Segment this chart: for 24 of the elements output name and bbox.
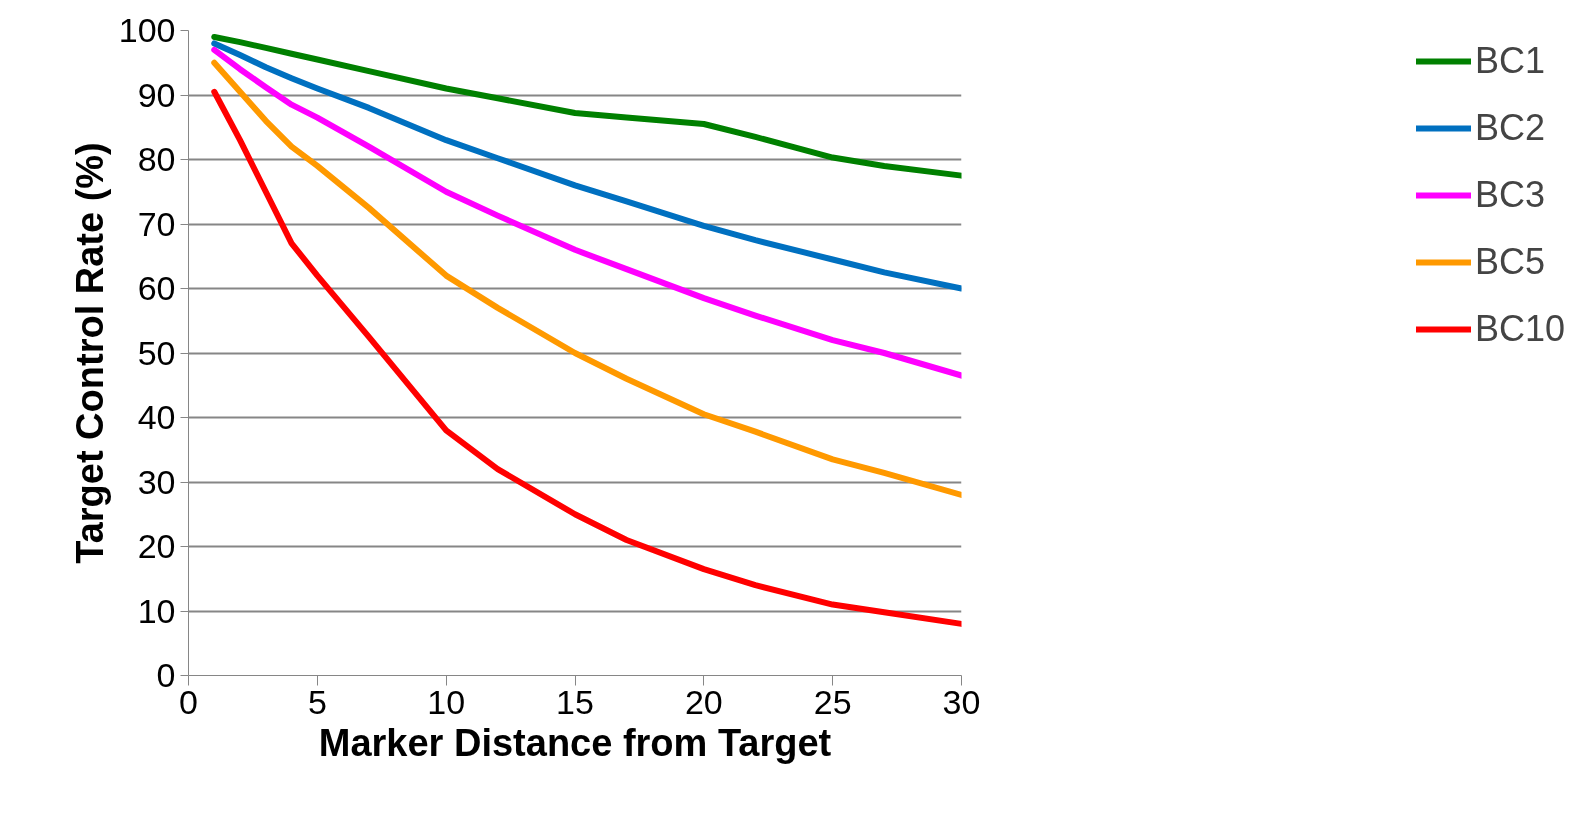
y-tick-label: 90: [137, 75, 176, 114]
x-tick-label: 10: [427, 682, 466, 721]
x-axis-title: Marker Distance from Target: [318, 721, 832, 764]
x-tick-label: 20: [684, 682, 723, 721]
y-tick-label: 50: [137, 333, 176, 372]
x-tick-label: 30: [942, 682, 981, 721]
y-tick-label: 30: [137, 462, 176, 501]
legend-label: BC1: [1474, 40, 1545, 82]
legend-label: BC5: [1474, 241, 1545, 283]
y-tick-label: 70: [137, 204, 176, 243]
y-tick-label: 60: [137, 269, 176, 307]
x-tick-label: 15: [556, 682, 594, 721]
y-tick-label: 40: [137, 398, 176, 436]
y-tick-label: 10: [137, 591, 176, 630]
legend-label: BC3: [1474, 174, 1545, 216]
y-tick-label: 20: [137, 527, 176, 565]
legend-label: BC10: [1474, 308, 1565, 350]
x-tick-label: 25: [813, 682, 852, 721]
y-tick-label: 0: [156, 656, 176, 694]
x-tick-label: 5: [307, 682, 327, 721]
y-tick-label: 80: [137, 140, 176, 178]
y-tick-label: 100: [118, 11, 176, 49]
legend-label: BC2: [1474, 107, 1545, 149]
y-axis-title: Target Control Rate (%): [68, 142, 111, 564]
